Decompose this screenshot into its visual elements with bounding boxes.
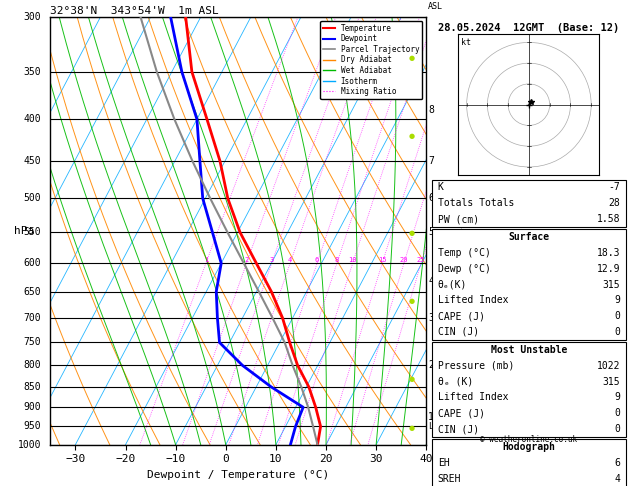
Text: Pressure (mb): Pressure (mb) — [438, 361, 514, 371]
Text: 0: 0 — [614, 311, 620, 321]
Text: 28: 28 — [608, 198, 620, 208]
Bar — [432, 342, 626, 437]
Text: ●: ● — [409, 133, 415, 139]
Text: Most Unstable: Most Unstable — [491, 345, 567, 355]
Text: ●: ● — [409, 230, 415, 236]
Text: 0: 0 — [614, 424, 620, 434]
Text: PW (cm): PW (cm) — [438, 214, 479, 224]
Text: 450: 450 — [23, 156, 41, 166]
Text: CAPE (J): CAPE (J) — [438, 311, 485, 321]
Text: CIN (J): CIN (J) — [438, 327, 479, 337]
Text: Lifted Index: Lifted Index — [438, 392, 508, 402]
Text: 1: 1 — [204, 257, 208, 263]
Text: 28.05.2024  12GMT  (Base: 12): 28.05.2024 12GMT (Base: 12) — [438, 23, 620, 34]
Text: 700: 700 — [23, 313, 41, 323]
Text: θₑ (K): θₑ (K) — [438, 377, 473, 386]
Text: Totals Totals: Totals Totals — [438, 198, 514, 208]
Text: hPa: hPa — [14, 226, 34, 236]
Text: 5: 5 — [428, 227, 434, 237]
Text: 850: 850 — [23, 382, 41, 392]
Text: 2: 2 — [245, 257, 248, 263]
Text: 900: 900 — [23, 402, 41, 412]
Text: 32°38'N  343°54'W  1m ASL: 32°38'N 343°54'W 1m ASL — [50, 6, 219, 16]
Text: 315: 315 — [603, 377, 620, 386]
Text: 10: 10 — [348, 257, 357, 263]
Text: 0: 0 — [614, 327, 620, 337]
Text: 3: 3 — [428, 313, 434, 323]
Text: Temp (°C): Temp (°C) — [438, 248, 491, 258]
Bar — [432, 229, 626, 340]
Text: 25: 25 — [417, 257, 425, 263]
Text: EH: EH — [438, 458, 450, 468]
Text: 1.58: 1.58 — [596, 214, 620, 224]
Text: -7: -7 — [608, 182, 620, 192]
Text: 1022: 1022 — [596, 361, 620, 371]
Text: ●: ● — [409, 376, 415, 382]
Legend: Temperature, Dewpoint, Parcel Trajectory, Dry Adiabat, Wet Adiabat, Isotherm, Mi: Temperature, Dewpoint, Parcel Trajectory… — [320, 21, 423, 99]
Text: 750: 750 — [23, 337, 41, 347]
Text: 9: 9 — [614, 295, 620, 305]
Text: 400: 400 — [23, 114, 41, 124]
Text: ●: ● — [409, 298, 415, 304]
Text: 600: 600 — [23, 258, 41, 268]
Text: km
ASL: km ASL — [428, 0, 443, 11]
Text: Mixing Ratio (g/kg): Mixing Ratio (g/kg) — [455, 183, 465, 278]
Text: 650: 650 — [23, 287, 41, 296]
Text: 0: 0 — [614, 408, 620, 418]
Text: 20: 20 — [399, 257, 408, 263]
Text: 1000: 1000 — [18, 440, 41, 450]
Text: 6: 6 — [614, 458, 620, 468]
Text: Dewp (°C): Dewp (°C) — [438, 264, 491, 274]
Text: 315: 315 — [603, 279, 620, 290]
Text: 950: 950 — [23, 421, 41, 432]
Text: 3: 3 — [269, 257, 274, 263]
Text: ●: ● — [409, 55, 415, 61]
Text: 8: 8 — [335, 257, 339, 263]
Text: Surface: Surface — [508, 232, 550, 242]
Text: 350: 350 — [23, 67, 41, 77]
Text: 800: 800 — [23, 361, 41, 370]
Text: 6: 6 — [428, 193, 434, 204]
Text: 4: 4 — [428, 276, 434, 286]
Text: 550: 550 — [23, 227, 41, 237]
Text: CAPE (J): CAPE (J) — [438, 408, 485, 418]
Text: CIN (J): CIN (J) — [438, 424, 479, 434]
Text: SREH: SREH — [438, 474, 461, 484]
Text: 7: 7 — [428, 156, 434, 166]
Text: 8: 8 — [428, 105, 434, 115]
Text: 12.9: 12.9 — [596, 264, 620, 274]
Text: 1: 1 — [428, 412, 434, 422]
Text: 4: 4 — [614, 474, 620, 484]
Text: θₑ(K): θₑ(K) — [438, 279, 467, 290]
Text: 300: 300 — [23, 12, 41, 22]
Text: 6: 6 — [315, 257, 319, 263]
Text: ●: ● — [409, 425, 415, 431]
Text: Hodograph: Hodograph — [503, 442, 555, 452]
Bar — [432, 179, 626, 227]
Text: 4: 4 — [288, 257, 292, 263]
Bar — [432, 439, 626, 486]
Text: 2: 2 — [428, 361, 434, 370]
X-axis label: Dewpoint / Temperature (°C): Dewpoint / Temperature (°C) — [147, 470, 330, 480]
Text: 15: 15 — [378, 257, 386, 263]
Text: 9: 9 — [614, 392, 620, 402]
Text: 500: 500 — [23, 193, 41, 204]
Text: 18.3: 18.3 — [596, 248, 620, 258]
Text: K: K — [438, 182, 443, 192]
Text: Lifted Index: Lifted Index — [438, 295, 508, 305]
Text: © weatheronline.co.uk: © weatheronline.co.uk — [481, 435, 577, 444]
Text: LCL: LCL — [428, 422, 443, 431]
